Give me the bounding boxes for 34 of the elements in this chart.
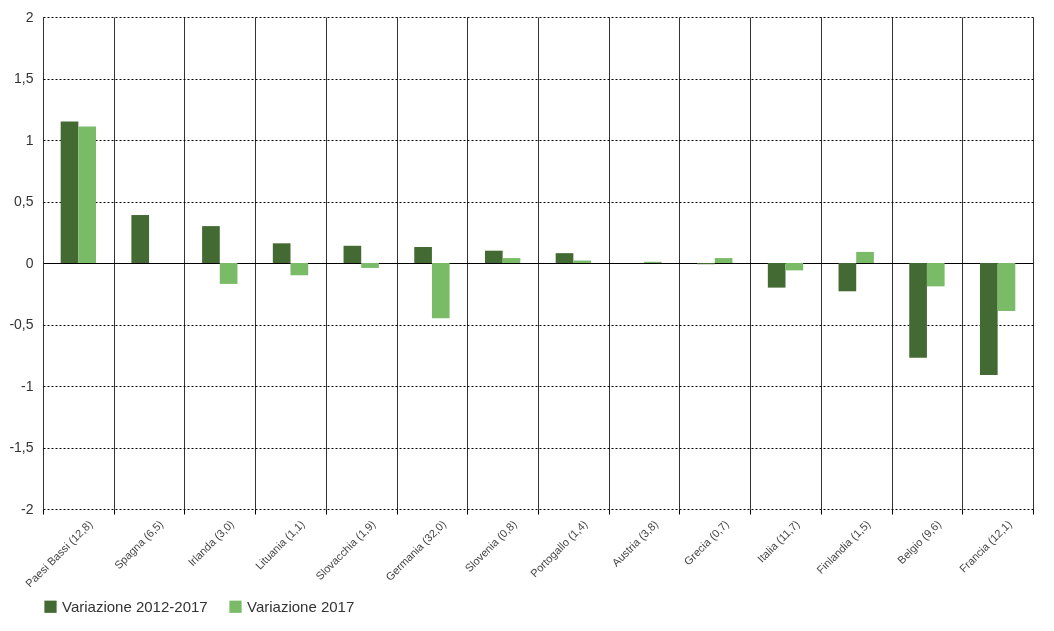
bar	[555, 253, 574, 263]
y-tick-label: 1,5	[14, 70, 34, 86]
legend-label: Variazione 2012-2017	[62, 597, 208, 615]
bar	[502, 258, 521, 263]
legend-label: Variazione 2017	[247, 597, 355, 615]
bar	[767, 263, 786, 288]
bar	[484, 250, 503, 263]
y-tick-label: -2	[21, 500, 34, 517]
bar	[290, 263, 309, 276]
bar	[272, 243, 291, 263]
y-tick-label: 0	[25, 254, 34, 271]
bar	[131, 215, 150, 263]
bar	[60, 121, 79, 263]
bar	[926, 263, 945, 287]
bar	[838, 263, 857, 292]
y-tick-label: 1	[25, 131, 34, 148]
bar	[78, 126, 97, 263]
bar	[202, 226, 220, 263]
bar	[219, 263, 238, 284]
y-tick-label: -1,5	[9, 439, 34, 455]
y-tick-label: 0,5	[14, 193, 34, 209]
bar	[909, 263, 927, 358]
bar	[997, 263, 1016, 311]
bar	[979, 263, 998, 375]
y-tick-label: -1	[21, 377, 34, 394]
bar	[361, 263, 379, 268]
y-tick-label: 2	[25, 8, 34, 25]
bar	[785, 263, 804, 271]
bar	[431, 263, 450, 319]
y-tick-label: -0,5	[9, 316, 34, 332]
bar	[714, 258, 733, 263]
bar	[856, 251, 874, 263]
bar	[343, 245, 362, 263]
bar	[414, 247, 432, 263]
